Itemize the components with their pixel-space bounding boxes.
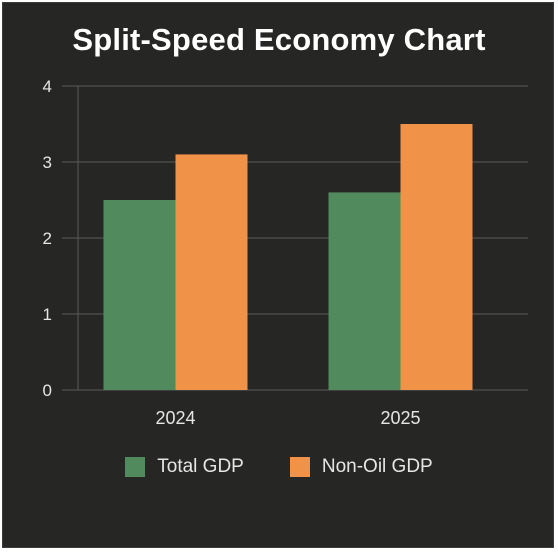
legend-label-non-oil-gdp: Non-Oil GDP [321, 456, 433, 477]
legend-swatch-non-oil-gdp [289, 457, 310, 477]
legend-swatch-total-gdp [125, 457, 146, 477]
bar-non-oil-gdp-2025 [400, 124, 473, 390]
bar-total-gdp-2024 [103, 200, 176, 390]
y-tick-label-4: 4 [43, 77, 52, 96]
y-tick-label-0: 0 [43, 381, 52, 400]
bar-non-oil-gdp-2024 [175, 154, 248, 390]
x-tick-label-2025: 2025 [380, 408, 420, 428]
y-tick-label-2: 2 [43, 229, 52, 248]
y-tick-label-3: 3 [43, 153, 52, 172]
x-tick-label-2024: 2024 [155, 408, 195, 428]
chart-title: Split-Speed Economy Chart [72, 22, 486, 57]
legend-item-total-gdp: Total GDP [125, 456, 244, 478]
bar-total-gdp-2025 [328, 192, 401, 390]
y-tick-label-1: 1 [43, 305, 52, 324]
chart-legend: Total GDP Non-Oil GDP [0, 456, 558, 478]
legend-label-total-gdp: Total GDP [157, 456, 244, 477]
legend-item-non-oil-gdp: Non-Oil GDP [289, 456, 433, 478]
